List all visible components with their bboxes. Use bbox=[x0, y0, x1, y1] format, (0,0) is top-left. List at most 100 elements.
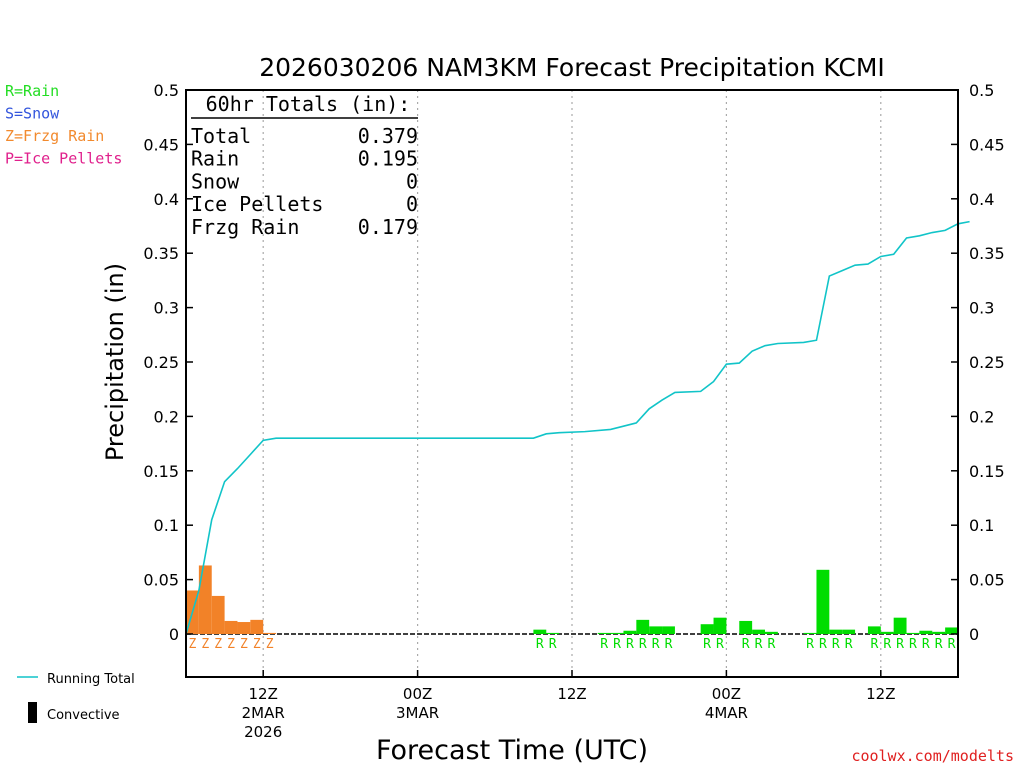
x-tick-label: 4MAR bbox=[705, 704, 748, 722]
precip-bar bbox=[945, 627, 958, 634]
totals-row-label: Total bbox=[191, 124, 251, 148]
precip-bar bbox=[765, 631, 778, 634]
precip-bar bbox=[224, 620, 238, 634]
y-tick-label: 0.05 bbox=[143, 571, 179, 590]
precip-bar bbox=[880, 631, 894, 634]
y-tick-label: 0.1 bbox=[969, 516, 994, 535]
x-axis-label: Forecast Time (UTC) bbox=[376, 735, 648, 766]
y-tick-label: 0.2 bbox=[969, 407, 994, 426]
type-legend-item: Z=Frzg Rain bbox=[5, 127, 104, 145]
totals-box: 60hr Totals (in): Total 0.379 Rain 0.195 Snow… bbox=[191, 92, 418, 239]
precip-bar bbox=[250, 619, 264, 634]
precip-type-label: Z bbox=[266, 637, 274, 652]
totals-row-value: 0.379 bbox=[358, 124, 418, 148]
x-tick-label: 00Z bbox=[403, 685, 432, 703]
totals-row-label: Frzg Rain bbox=[191, 215, 299, 239]
precip-type-label: R bbox=[703, 637, 711, 652]
type-legend-item: P=Ice Pellets bbox=[5, 150, 122, 168]
y-tick-label: 0.1 bbox=[154, 516, 179, 535]
y-tick-label: 0.25 bbox=[969, 353, 1005, 372]
y-tick-label: 0 bbox=[169, 625, 179, 644]
totals-row-value: 0.195 bbox=[358, 147, 418, 171]
x-tick-label: 3MAR bbox=[396, 704, 439, 722]
precip-bar bbox=[533, 629, 547, 634]
precip-type-label: R bbox=[832, 637, 840, 652]
precip-bar bbox=[932, 631, 946, 634]
convective-swatch bbox=[28, 702, 37, 723]
precip-type-label: R bbox=[652, 637, 660, 652]
y-tick-label: 0.15 bbox=[969, 462, 1005, 481]
precip-type-label: R bbox=[935, 637, 943, 652]
y-tick-label: 0.5 bbox=[154, 81, 179, 100]
precip-bar bbox=[829, 629, 843, 634]
precip-bar bbox=[919, 630, 933, 634]
precip-type-label: R bbox=[665, 637, 673, 652]
precip-bar bbox=[906, 632, 920, 634]
precip-bar bbox=[546, 632, 560, 634]
precip-bar bbox=[700, 624, 714, 634]
precip-bar bbox=[198, 565, 212, 634]
precip-bar bbox=[623, 630, 637, 634]
y-tick-label: 0.45 bbox=[143, 135, 179, 154]
gridlines bbox=[186, 90, 958, 677]
precip-type-label: R bbox=[613, 637, 621, 652]
precip-type-label: R bbox=[600, 637, 608, 652]
precip-type-label: R bbox=[948, 637, 956, 652]
y-tick-label: 0.3 bbox=[969, 299, 994, 318]
y-tick-label: 0.5 bbox=[969, 81, 994, 100]
precip-type-label: R bbox=[716, 637, 724, 652]
chart-title: 2026030206 NAM3KM Forecast Precipitation… bbox=[259, 53, 885, 82]
y-tick-label: 0.15 bbox=[143, 462, 179, 481]
y-tick-label: 0 bbox=[969, 625, 979, 644]
type-legend-item: R=Rain bbox=[5, 82, 59, 100]
precip-bar bbox=[739, 620, 753, 634]
totals-heading: 60hr Totals (in): bbox=[206, 92, 411, 116]
precip-type-label: R bbox=[883, 637, 891, 652]
precip-bar bbox=[237, 622, 251, 634]
precip-bar bbox=[662, 626, 675, 634]
totals-row-value: 0.179 bbox=[358, 215, 418, 239]
precip-type-label: R bbox=[742, 637, 750, 652]
precip-type-label: R bbox=[819, 637, 827, 652]
precip-bar bbox=[752, 629, 765, 634]
totals-row-value: 0 bbox=[406, 192, 418, 216]
precip-bar bbox=[649, 626, 663, 634]
precip-type-legend: R=Rain S=Snow Z=Frzg Rain P=Ice Pellets bbox=[5, 82, 122, 168]
precip-bar bbox=[211, 595, 225, 634]
running-total-line bbox=[185, 220, 970, 635]
precip-type-label: R bbox=[755, 637, 763, 652]
precip-type-label: Z bbox=[189, 637, 197, 652]
precip-type-label: R bbox=[639, 637, 647, 652]
precip-type-label: Z bbox=[240, 637, 248, 652]
precip-type-label: R bbox=[626, 637, 634, 652]
precip-type-label: R bbox=[870, 637, 878, 652]
precip-bar bbox=[597, 632, 611, 634]
precip-type-label: Z bbox=[201, 637, 209, 652]
precip-type-label: R bbox=[768, 637, 776, 652]
x-tick-label: 2026 bbox=[244, 723, 282, 741]
running-total-layer bbox=[185, 220, 970, 635]
x-tick-label: 12Z bbox=[866, 685, 895, 703]
precip-bar bbox=[867, 626, 881, 634]
y-tick-label: 0.45 bbox=[969, 135, 1005, 154]
precip-type-label: R bbox=[845, 637, 853, 652]
y-tick-label: 0.4 bbox=[154, 190, 179, 209]
y-tick-label: 0.35 bbox=[143, 244, 179, 263]
precip-bar bbox=[842, 629, 856, 634]
precip-bar bbox=[803, 632, 817, 634]
y-tick-label: 0.35 bbox=[969, 244, 1005, 263]
totals-row-label: Snow bbox=[191, 169, 240, 193]
y-tick-label: 0.4 bbox=[969, 190, 994, 209]
series-legend-label: Convective bbox=[47, 708, 120, 723]
x-tick-label: 12Z bbox=[557, 685, 586, 703]
source-credit[interactable]: coolwx.com/modelts bbox=[851, 747, 1014, 765]
y-tick-label: 0.2 bbox=[154, 407, 179, 426]
precip-bar bbox=[636, 619, 650, 634]
totals-row-label: Rain bbox=[191, 147, 239, 171]
precip-type-label: R bbox=[536, 637, 544, 652]
precip-bar bbox=[893, 617, 907, 634]
y-axis-label: Precipitation (in) bbox=[101, 263, 129, 461]
x-tick-label: 12Z bbox=[249, 685, 278, 703]
